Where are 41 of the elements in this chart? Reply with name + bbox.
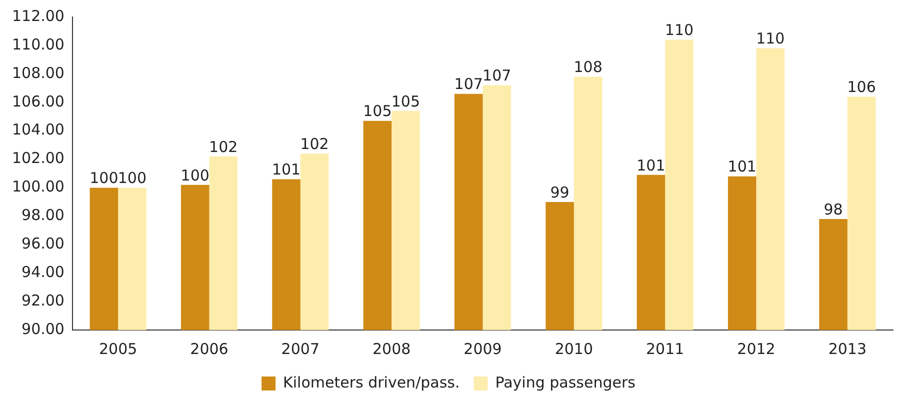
x-tick-label: 2008 [372,340,411,358]
y-tick-label: 104.00 [12,120,64,139]
y-tick-label: 90.00 [22,320,64,338]
data-label: 102 [209,138,238,156]
x-tick-label: 2013 [828,340,867,358]
data-label: 100 [90,169,118,188]
data-label: 102 [300,134,329,153]
data-label: 108 [574,58,602,76]
x-tick-label: 2009 [464,340,502,358]
data-label: 100 [118,169,147,188]
legend-label: Paying passengers [495,373,636,392]
data-label: 98 [824,200,843,218]
y-tick-label: 106.00 [12,92,64,110]
data-label: 107 [482,66,512,85]
data-label: 99 [550,183,570,202]
data-label: 105 [391,92,420,110]
data-label: 100 [180,166,210,184]
y-tick-label: 98.00 [22,206,64,224]
data-label: 105 [363,102,392,120]
x-tick-label: 2005 [98,340,138,358]
y-tick-label: 110.00 [12,35,64,54]
y-tick-label: 100.00 [12,178,64,196]
data-label: 101 [728,158,756,176]
data-label: 106 [847,78,876,96]
x-tick-label: 2012 [737,340,776,358]
y-tick-label: 112.00 [12,6,64,25]
data-label: 110 [756,30,785,48]
y-tick-label: 108.00 [12,64,64,82]
data-label: 107 [454,75,483,94]
x-tick-label: 2010 [554,340,594,358]
x-tick-label: 2006 [190,340,228,358]
y-tick-label: 96.00 [22,234,64,253]
y-tick-label: 92.00 [22,291,64,310]
y-tick-label: 94.00 [22,262,64,281]
data-label: 110 [664,21,694,40]
data-label: 101 [636,156,666,174]
legend-label: Kilometers driven/pass. [283,373,460,392]
y-tick-label: 102.00 [12,149,64,168]
x-tick-label: 2011 [646,340,684,358]
x-tick-label: 2007 [281,340,320,358]
data-label: 101 [272,160,301,179]
